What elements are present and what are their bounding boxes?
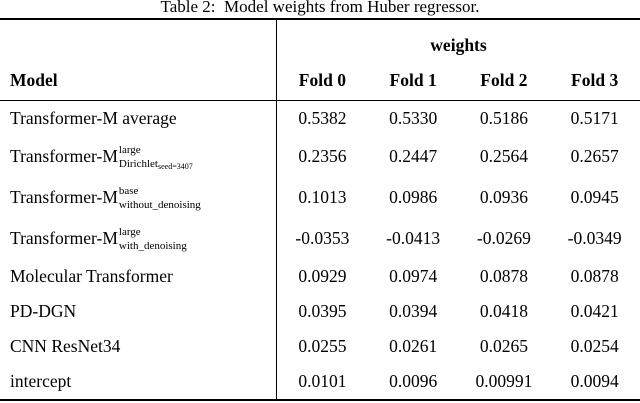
- model-subsubscript: seed=3407: [158, 162, 193, 171]
- model-script-stack: large Dirichletseed=3407: [118, 144, 193, 172]
- model-name-cell: Transformer-M large Dirichletseed=3407: [0, 136, 277, 177]
- model-subscript: without_denoising: [119, 200, 201, 211]
- table-row-molecular-transformer: Molecular Transformer 0.0929 0.0974 0.08…: [0, 259, 640, 294]
- weight-value-cell: 0.0254: [570, 336, 619, 356]
- column-group-header-weights: weights: [430, 34, 487, 55]
- model-superscript: large: [118, 226, 141, 238]
- weight-value-cell: 0.0974: [389, 266, 438, 286]
- column-header-fold-3: Fold 3: [571, 70, 619, 90]
- weight-value-cell: 0.5330: [389, 108, 438, 128]
- model-base-text: Transformer-M: [10, 228, 118, 248]
- model-name-cell: Molecular Transformer: [0, 259, 277, 294]
- weight-value-cell: 0.5382: [298, 108, 347, 128]
- table-row-transformer-m-without-denoising: Transformer-M base without_denoising 0.101…: [0, 177, 640, 218]
- model-subscript-text: Dirichlet: [118, 158, 158, 170]
- weight-value-cell: 0.0261: [389, 336, 438, 356]
- table-row-transformer-m-with-denoising: Transformer-M large with_denoising -0.0353…: [0, 218, 640, 259]
- weight-value-cell: 0.2356: [298, 146, 347, 166]
- table-row-pd-dgn: PD-DGN 0.0395 0.0394 0.0418 0.0421: [0, 294, 640, 329]
- weight-value-cell: 0.5171: [570, 108, 619, 128]
- fold-headers-row: Fold 0 Fold 1 Fold 2 Fold 3: [277, 67, 640, 100]
- weight-value-cell: 0.0421: [570, 301, 619, 321]
- weight-value-cell: 0.1013: [298, 187, 347, 207]
- weight-value-cell: -0.0413: [386, 228, 441, 248]
- column-header-model: Model: [0, 20, 277, 100]
- model-name-cell: intercept: [0, 364, 277, 399]
- column-header-fold-1: Fold 1: [389, 70, 437, 90]
- weight-value-cell: 0.0945: [570, 187, 619, 207]
- table-caption: Table 2: Model weights from Huber regres…: [160, 0, 480, 16]
- model-name-cell: PD-DGN: [0, 294, 277, 329]
- model-superscript: base: [118, 185, 139, 197]
- weight-value-cell: 0.0101: [298, 371, 347, 391]
- weight-value-cell: 0.00991: [475, 371, 533, 391]
- weight-value-cell: 0.5186: [479, 108, 528, 128]
- model-superscript: large: [118, 144, 141, 156]
- model-name-cell: CNN ResNet34: [0, 329, 277, 364]
- model-subscript: with_denoising: [119, 241, 187, 252]
- model-name-cell: Transformer-M average: [0, 101, 277, 136]
- weight-value-cell: -0.0353: [295, 228, 350, 248]
- model-subscript-text: with_denoising: [118, 240, 187, 252]
- column-header-fold-0: Fold 0: [298, 70, 346, 90]
- model-base-text: PD-DGN: [10, 301, 77, 321]
- column-header-fold-2: Fold 2: [480, 70, 528, 90]
- weight-value-cell: 0.0986: [389, 187, 438, 207]
- table-row-transformer-m-average: Transformer-M average 0.5382 0.5330 0.51…: [0, 101, 640, 136]
- model-name-cell: Transformer-M large with_denoising: [0, 218, 277, 259]
- weight-value-cell: 0.0395: [298, 301, 347, 321]
- model-script-stack: large with_denoising: [119, 227, 187, 252]
- weight-value-cell: 0.0418: [479, 301, 528, 321]
- model-script-stack: base without_denoising: [119, 186, 201, 211]
- weight-value-cell: 0.0265: [479, 336, 528, 356]
- table-row-cnn-resnet34: CNN ResNet34 0.0255 0.0261 0.0265 0.0254: [0, 329, 640, 364]
- model-subscript-text: without_denoising: [118, 199, 201, 211]
- model-base-text: Transformer-M average: [10, 108, 177, 128]
- weight-value-cell: 0.0096: [389, 371, 438, 391]
- model-name-cell: Transformer-M base without_denoising: [0, 177, 277, 218]
- weights-table: Model weights Fold 0 Fold 1 Fold 2 Fold …: [0, 18, 640, 401]
- table-row-intercept: intercept 0.0101 0.0096 0.00991 0.0094: [0, 364, 640, 399]
- model-base-text: Molecular Transformer: [10, 266, 173, 286]
- weight-value-cell: 0.0394: [389, 301, 438, 321]
- table-row-transformer-m-dirichlet: Transformer-M large Dirichletseed=3407 0.2…: [0, 136, 640, 177]
- model-subscript: Dirichletseed=3407: [118, 158, 193, 172]
- table-body: Transformer-M average 0.5382 0.5330 0.51…: [0, 100, 640, 399]
- weight-value-cell: 0.0878: [479, 266, 528, 286]
- weight-value-cell: 0.2657: [570, 146, 619, 166]
- weight-value-cell: -0.0349: [567, 228, 622, 248]
- weight-value-cell: 0.0936: [479, 187, 528, 207]
- model-base-text: Transformer-M: [10, 187, 118, 207]
- weight-value-cell: -0.0269: [476, 228, 531, 248]
- model-base-text: Transformer-M: [10, 146, 118, 166]
- weight-value-cell: 0.0094: [570, 371, 619, 391]
- weight-value-cell: 0.0929: [298, 266, 347, 286]
- weight-value-cell: 0.0255: [298, 336, 347, 356]
- header-right-block: weights Fold 0 Fold 1 Fold 2 Fold 3: [277, 20, 640, 100]
- model-base-text: intercept: [10, 371, 72, 391]
- weight-value-cell: 0.2564: [479, 146, 528, 166]
- weight-value-cell: 0.2447: [389, 146, 438, 166]
- weight-value-cell: 0.0878: [570, 266, 619, 286]
- model-base-text: CNN ResNet34: [10, 336, 121, 356]
- table-header: Model weights Fold 0 Fold 1 Fold 2 Fold …: [0, 20, 640, 100]
